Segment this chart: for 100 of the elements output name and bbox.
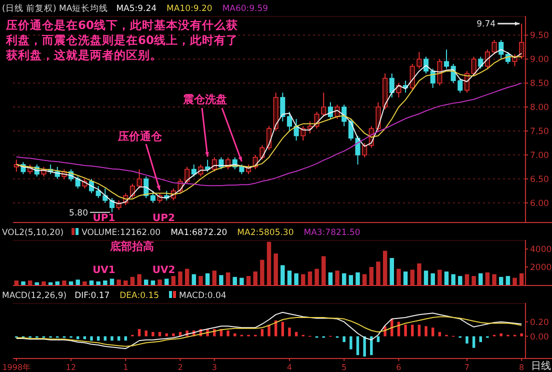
candlestick [362,142,368,158]
bar [342,336,346,342]
text: MA3:7821.50 [304,228,360,238]
candlestick [389,72,394,98]
candlestick [14,159,19,172]
x-tick-label: 1998年 [2,363,31,372]
y-tick-label: 0.20 [530,318,549,328]
candlestick [444,49,450,70]
bar [404,324,407,336]
x-tick-label: 1 [123,363,128,372]
bar [356,336,360,356]
bar [260,329,264,336]
bar [410,324,414,336]
bar [424,270,428,285]
candlestick [471,56,476,76]
chart-title: VOL2(5,10,20) [2,228,64,238]
text: MA1:6872.20 [170,228,228,238]
bar [138,329,141,336]
bar [280,265,285,285]
y-tick-label: 8.00 [530,103,549,114]
candlestick [492,39,497,55]
bar [466,336,468,344]
x-tick-label: 12 [66,363,76,372]
text: 日线 [531,360,551,372]
candlestick [191,164,196,177]
bar [226,330,230,336]
bar [68,281,74,285]
bar [76,280,80,285]
bar [472,336,476,348]
bar [89,280,94,285]
annotation: UP1 [92,213,116,224]
bar [158,332,162,336]
bar [144,330,148,336]
y-tick-label: 6.50 [530,174,549,185]
bar [370,336,373,356]
annotation: UP2 [152,213,176,224]
bar [424,326,428,336]
y-tick-label: 8.50 [530,79,549,90]
text: DEA:0.15 [120,291,160,301]
bar [165,333,168,336]
bar [363,336,366,357]
bar [103,280,108,285]
chart-title: (日线 前复权) MA短长均线 [2,3,108,14]
text: MA10:9.20 [166,4,212,14]
bar [418,324,421,336]
y-tick-label: 9.00 [530,55,549,66]
bar [328,272,333,285]
x-tick-label: 8 [519,363,524,372]
bar [234,333,236,336]
text: DIF:0.17 [74,291,110,301]
bar [240,278,244,285]
y-tick-label: 2000 [530,263,552,273]
candlestick [328,102,333,120]
annotation: UV1 [92,265,116,276]
annotation: 压价通仓 [117,130,163,143]
candlestick [484,49,490,70]
candlestick [286,111,292,132]
bar [438,332,442,336]
y-tick-label: 9.50 [530,31,549,42]
annotation: UV2 [152,265,176,276]
x-tick-label: 5 [342,363,347,372]
chart-title: MACD(12,26,9) [2,291,67,301]
legend-label: VOLUME:12162.00 [82,228,161,238]
bar [268,324,270,336]
bar [110,336,114,341]
candlestick [75,176,80,189]
y-tick-label: 7.00 [530,150,549,161]
bar [403,272,408,285]
bar [506,276,510,285]
annotation: 压价通仓是在60线下，此时基本没有什么获利盘，而震仓洗盘则是在60线上，此时有了获利盘，这就是两者的区别。 [6,18,238,63]
y-tick-label: 4000 [530,245,552,255]
bar [451,274,456,285]
bar [294,332,298,336]
bar [478,273,483,285]
bar [55,281,60,285]
bar [152,332,154,336]
annotation: 9.74 [476,20,496,30]
y-tick-label: 6.00 [530,198,549,209]
candlestick [423,56,429,74]
bar [164,278,169,285]
candlestick [150,190,156,204]
x-tick-label: 3 [212,363,217,372]
legend-label: MACD:0.04 [179,291,226,301]
bar [90,336,93,341]
annotation: 震仓洗盘 [182,93,227,106]
bar [288,328,291,336]
bar [287,270,292,285]
candlestick [280,92,286,122]
bar [356,272,360,285]
annotation: 底部抬高 [109,240,154,253]
candlestick [130,183,135,199]
bar [144,280,148,285]
bar [458,276,462,285]
x-tick-label: 7 [464,363,470,372]
bar [500,333,502,336]
bar [96,281,100,285]
bar [110,278,114,285]
bar [219,275,224,285]
y-tick-label: 0.00 [530,332,549,342]
y-tick-label: 7.50 [530,126,549,137]
